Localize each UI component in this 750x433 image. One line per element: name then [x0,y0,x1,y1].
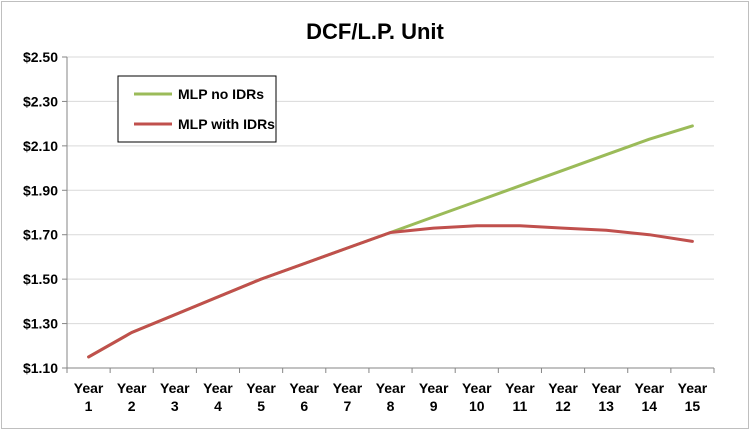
y-tick-label: $1.50 [23,271,58,287]
x-tick-label: Year 9 [419,380,449,414]
x-tick-label: Year 8 [376,380,406,414]
y-tick-label: $1.90 [23,182,58,198]
x-tick-label: Year 3 [160,380,190,414]
x-tick-label: Year 7 [333,380,363,414]
series-lines [87,124,694,359]
x-tick-label: Year 2 [117,380,147,414]
line-chart: DCF/L.P. Unit $1.10$1.30$1.50$1.70$1.90$… [23,19,715,414]
legend-label-1: MLP no IDRs [178,86,264,102]
x-tick-label: Year 11 [505,380,535,414]
x-tick-label: Year 6 [289,380,319,414]
x-tick-label: Year 12 [548,380,578,414]
y-axis-ticks: $1.10 $1.30 $1.50 $1.70 $1.90 $2.10 $2.30 $2.50 [23,49,58,376]
x-tick-label: Year 4 [203,380,233,414]
series-line-1 [87,124,694,359]
x-tick-label: Year 5 [246,380,276,414]
x-axis-ticks: Year 1 Year 2 Year 3 Year 4 Year 5 Year 6 Year 7 Year 8… [74,380,708,414]
y-tick-label: $2.30 [23,93,58,109]
legend-box [117,75,277,143]
x-tick-label: Year 10 [462,380,492,414]
legend-label-2: MLP with IDRs [178,116,275,132]
y-tick-label: $2.50 [23,49,58,65]
chart-title: DCF/L.P. Unit [306,19,444,44]
x-tick-label: Year 15 [678,380,708,414]
x-tick-label: Year 14 [635,380,665,414]
x-tick-label: Year 1 [74,380,104,414]
legend: MLP no IDRs MLP with IDRs [117,75,277,143]
y-tick-label: $1.10 [23,360,58,376]
y-tick-label: $1.70 [23,227,58,243]
x-tick-label: Year 13 [591,380,621,414]
y-tick-label: $1.30 [23,316,58,332]
series-line-2 [87,224,694,359]
y-tick-label: $2.10 [23,138,58,154]
